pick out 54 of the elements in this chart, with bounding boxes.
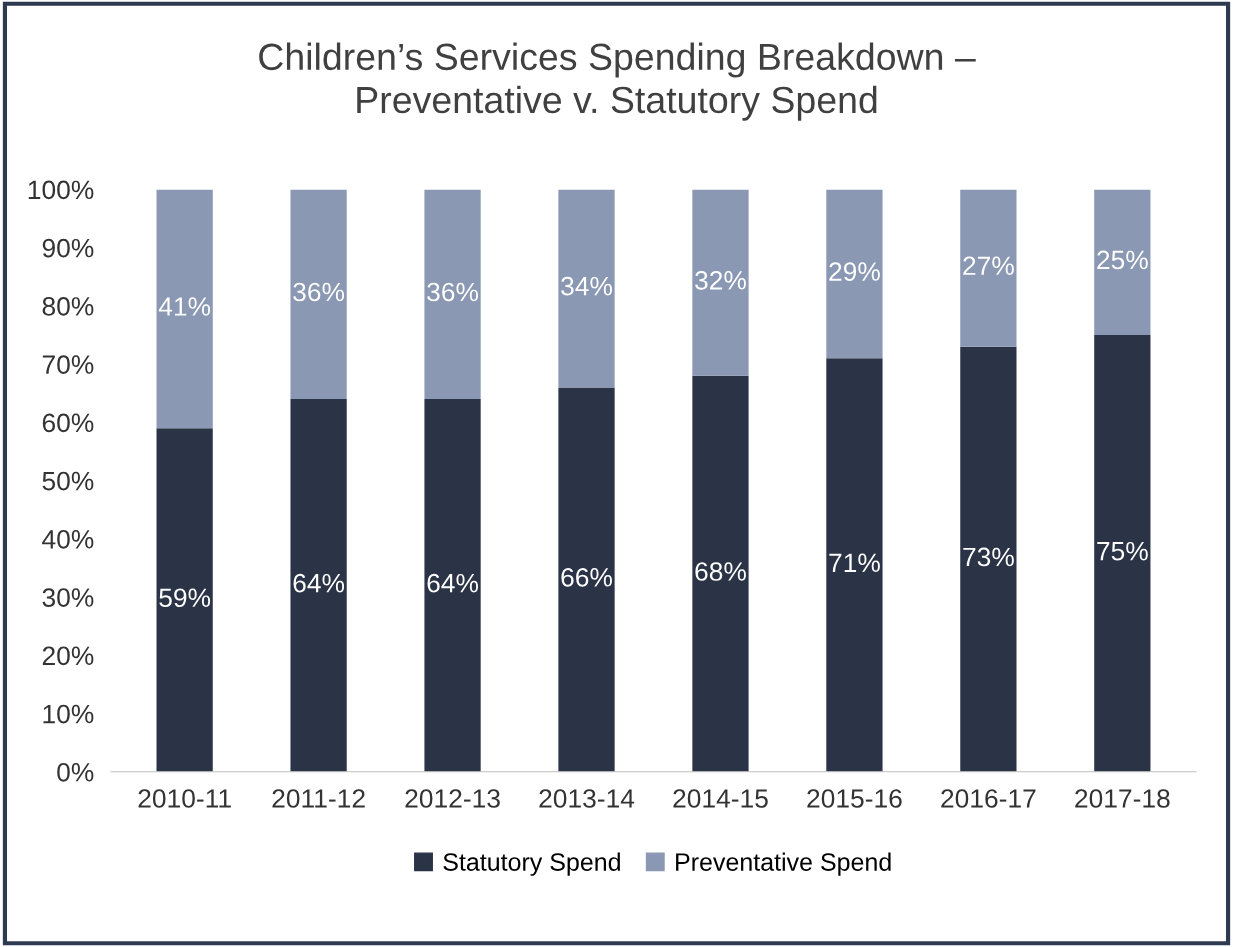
bar — [424, 189, 481, 400]
x-tick-label: 2011-12 — [272, 789, 365, 808]
data-label: 27% — [963, 256, 1014, 276]
bar — [156, 428, 213, 772]
legend-label: Statutory Spend — [443, 852, 620, 876]
data-label: 71% — [829, 553, 880, 573]
y-tick-label: 0% — [57, 762, 94, 782]
bar — [692, 375, 749, 772]
bar — [826, 189, 883, 359]
x-tick-label: 2010-11 — [138, 789, 231, 808]
bar — [558, 189, 615, 388]
y-tick-label: 100% — [28, 180, 94, 200]
y-tick-label: 30% — [42, 588, 94, 607]
y-tick-label: 60% — [42, 413, 94, 433]
bar — [692, 189, 749, 376]
bar — [826, 358, 883, 772]
data-label: 73% — [963, 547, 1014, 567]
data-label: 64% — [293, 573, 345, 593]
bar — [960, 346, 1017, 772]
data-label: 59% — [159, 588, 211, 608]
bar — [960, 189, 1017, 347]
data-label: 64% — [427, 573, 479, 593]
data-label: 36% — [427, 282, 479, 302]
legend-label: Preventative Spend — [676, 852, 891, 876]
data-label: 32% — [695, 270, 746, 290]
x-tick-label: 2014-15 — [673, 789, 768, 808]
x-tick-label: 2016-17 — [941, 789, 1036, 808]
y-tick-label: 70% — [42, 355, 94, 374]
data-label: 66% — [561, 568, 612, 587]
y-tick-label: 90% — [42, 238, 94, 258]
bar — [558, 387, 615, 772]
y-tick-label: 20% — [42, 646, 94, 666]
bar — [290, 189, 347, 400]
data-label: 34% — [561, 276, 612, 296]
data-label: 36% — [293, 282, 345, 302]
x-tick-label: 2012-13 — [405, 789, 500, 808]
y-tick-label: 80% — [42, 297, 94, 316]
chart-title: Children’s Services Spending Breakdown – Preventative v. Statutory Spend — [259, 42, 976, 121]
y-tick-label: 50% — [42, 471, 94, 491]
y-tick-label: 10% — [43, 704, 94, 724]
x-tick-label: 2017-18 — [1075, 789, 1170, 808]
x-tick-label: 2015-16 — [807, 789, 902, 808]
data-label: 68% — [695, 562, 746, 581]
bar — [156, 189, 213, 429]
x-tick-label: 2013-14 — [539, 789, 635, 808]
data-label: 25% — [1097, 250, 1148, 270]
bar — [1094, 189, 1151, 335]
y-tick-label: 40% — [42, 529, 94, 549]
bar — [290, 399, 347, 772]
data-label: 41% — [158, 297, 211, 316]
data-label: 29% — [829, 262, 880, 281]
bar — [424, 399, 481, 772]
bar — [1094, 335, 1151, 772]
data-label: 75% — [1097, 541, 1148, 561]
